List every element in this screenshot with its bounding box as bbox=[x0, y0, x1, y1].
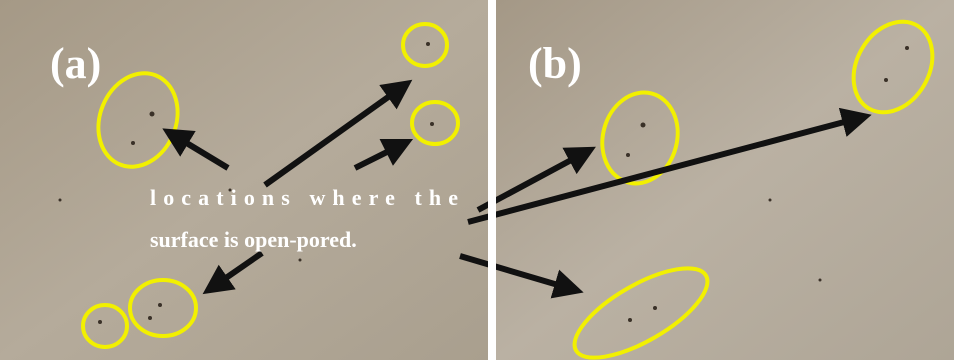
panel-label: (b) bbox=[528, 39, 582, 88]
page: (a) (b) locations where the surface is o… bbox=[0, 0, 954, 360]
panel-label: (a) bbox=[50, 39, 101, 88]
figure: (a) (b) locations where the surface is o… bbox=[0, 0, 954, 360]
annotation-line: surface is open-pored. bbox=[150, 227, 357, 252]
divider bbox=[488, 0, 496, 360]
